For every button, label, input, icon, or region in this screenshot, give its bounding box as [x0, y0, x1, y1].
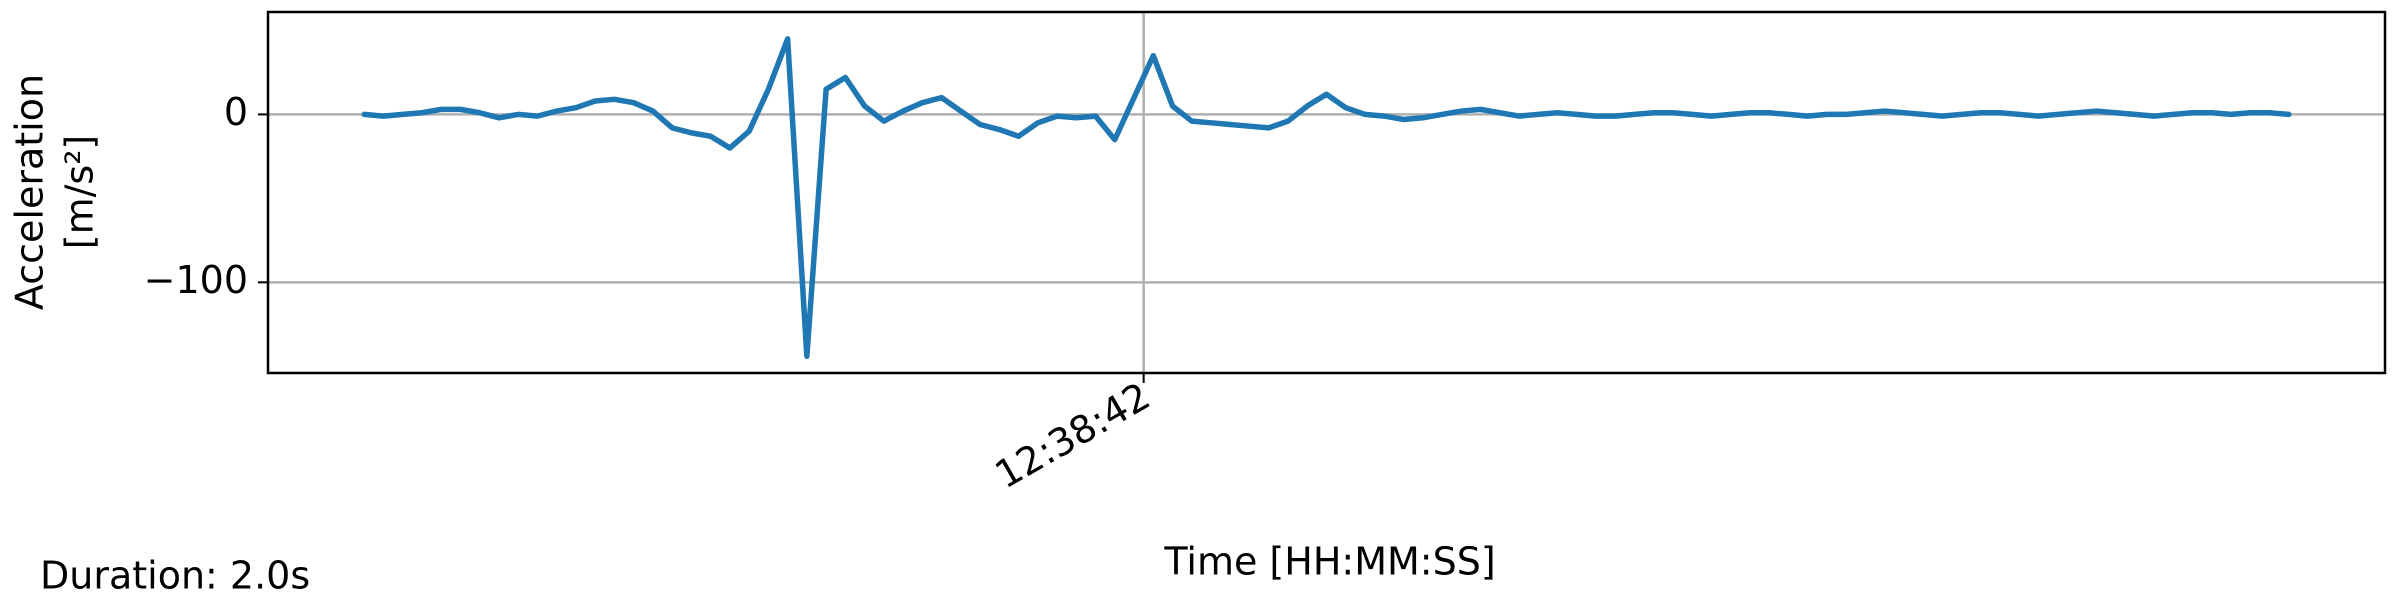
y-axis-label: [m/s²] [58, 135, 102, 250]
plot-frame [266, 10, 2387, 375]
y-tick-label: −100 [144, 258, 248, 302]
y-tick-label: 0 [224, 90, 248, 134]
x-tick-label: 12:38:42 [988, 374, 1158, 497]
x-axis-label: Time [HH:MM:SS] [1163, 540, 1495, 584]
duration-note: Duration: 2.0s [40, 554, 310, 598]
y-axis-label: Acceleration [8, 74, 52, 310]
data-line [361, 36, 2292, 359]
